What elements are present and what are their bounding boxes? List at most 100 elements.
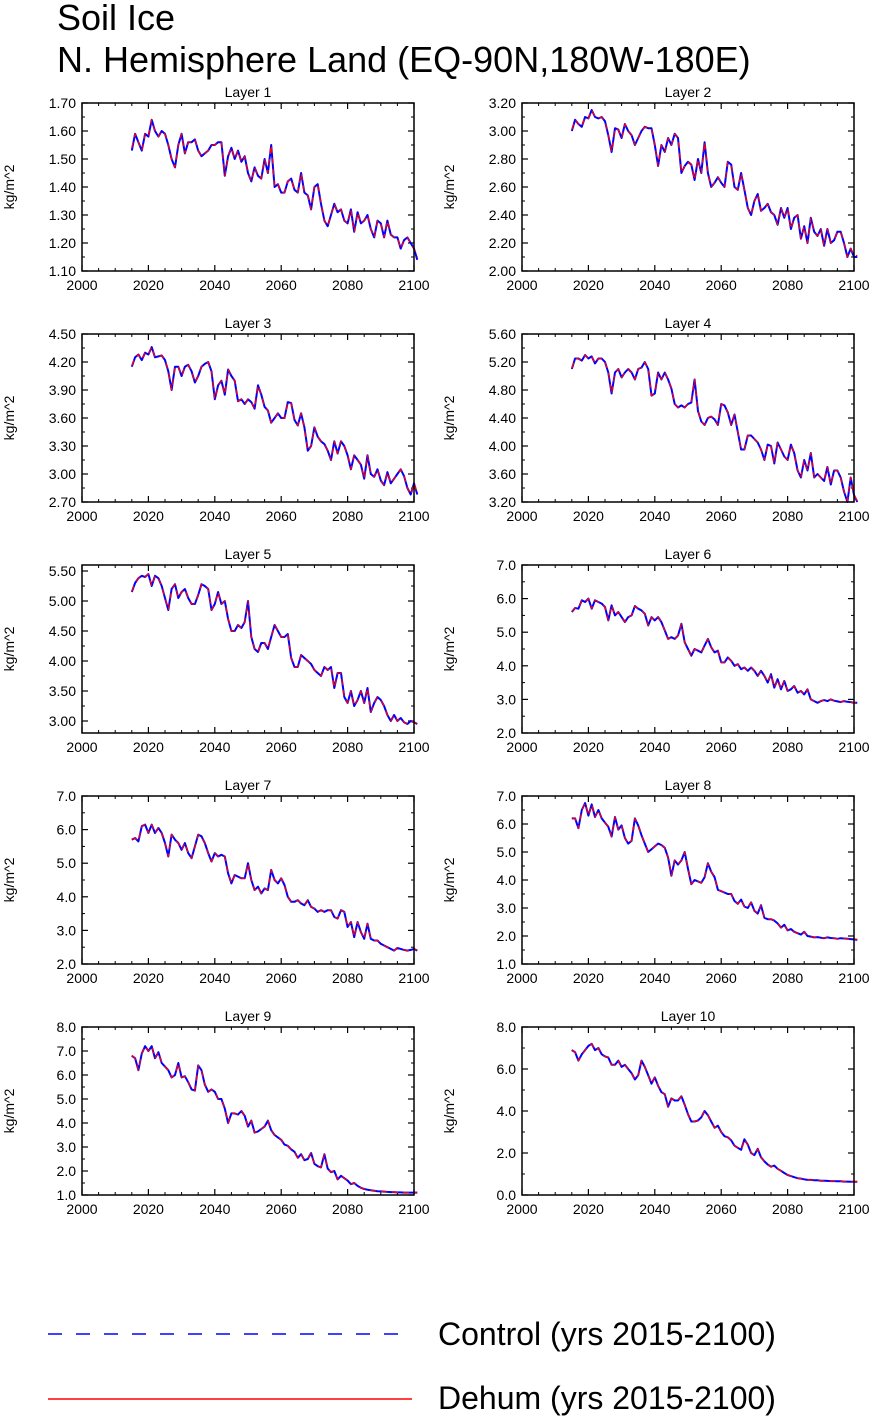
x-tick-label: 2000 — [506, 970, 537, 986]
series-control-line — [571, 802, 858, 941]
x-tick-label: 2040 — [199, 508, 230, 524]
x-tick-label: 2020 — [133, 970, 164, 986]
series-control-line — [130, 118, 419, 261]
plot-frame — [81, 1026, 415, 1196]
y-axis-label: kg/m^2 — [441, 164, 457, 209]
x-tick-label: 2060 — [706, 508, 737, 524]
y-tick-label: 4.50 — [49, 326, 76, 342]
y-tick-label: 6.0 — [57, 1067, 77, 1083]
y-tick-label: 4.0 — [497, 872, 517, 888]
y-tick-label: 2.0 — [57, 956, 77, 972]
x-tick-label: 2020 — [573, 277, 604, 293]
y-tick-label: 2.0 — [497, 725, 517, 741]
y-tick-label: 1.70 — [49, 95, 76, 111]
x-tick-label: 2000 — [506, 739, 537, 755]
series-control-line — [570, 354, 859, 503]
series-dehum-line — [571, 597, 858, 704]
y-tick-label: 0.0 — [497, 1187, 517, 1203]
y-tick-label: 4.50 — [49, 623, 76, 639]
x-tick-label: 2060 — [266, 970, 297, 986]
y-tick-label: 2.0 — [497, 928, 517, 944]
y-tick-label: 2.40 — [489, 207, 516, 223]
y-axis-label: kg/m^2 — [1, 1088, 17, 1133]
y-tick-label: 2.60 — [489, 179, 516, 195]
panel-layer-8: Layer 8 kg/m^2 2000 2020 2040 2060 2080 2100 1.0… — [441, 777, 870, 986]
x-tick-label: 2020 — [133, 1201, 164, 1217]
y-tick-label: 6.0 — [497, 1061, 517, 1077]
x-tick-label: 2060 — [266, 508, 297, 524]
x-tick-label: 2040 — [639, 277, 670, 293]
panel-title: Layer 5 — [225, 546, 272, 562]
series-dehum-line — [571, 1043, 858, 1183]
y-tick-label: 7.0 — [57, 788, 77, 804]
x-tick-label: 2020 — [133, 277, 164, 293]
panel-title: Layer 3 — [225, 315, 272, 331]
x-tick-label: 2100 — [838, 739, 869, 755]
y-tick-label: 5.60 — [489, 326, 516, 342]
y-tick-label: 5.0 — [497, 844, 517, 860]
y-tick-label: 8.0 — [497, 1019, 517, 1035]
x-tick-label: 2080 — [772, 277, 803, 293]
panel-layer-1: Layer 1 kg/m^2 2000 2020 2040 2060 2080 2100 1.1… — [1, 84, 430, 293]
y-tick-label: 3.00 — [49, 713, 76, 729]
x-tick-label: 2080 — [772, 739, 803, 755]
y-tick-label: 7.0 — [497, 557, 517, 573]
y-tick-label: 4.20 — [49, 354, 76, 370]
x-tick-label: 2040 — [199, 1201, 230, 1217]
x-tick-label: 2060 — [706, 970, 737, 986]
x-tick-label: 2080 — [332, 277, 363, 293]
y-tick-label: 8.0 — [57, 1019, 77, 1035]
plot-frame — [81, 333, 415, 503]
plot-frame — [81, 564, 415, 734]
x-tick-label: 2080 — [332, 739, 363, 755]
x-tick-label: 2020 — [133, 739, 164, 755]
x-tick-label: 2100 — [838, 508, 869, 524]
x-tick-label: 2080 — [772, 970, 803, 986]
y-tick-label: 3.20 — [489, 494, 516, 510]
y-tick-label: 3.60 — [49, 410, 76, 426]
y-tick-label: 1.0 — [57, 1187, 77, 1203]
y-tick-label: 4.00 — [49, 653, 76, 669]
x-tick-label: 2000 — [506, 508, 537, 524]
x-tick-label: 2040 — [639, 508, 670, 524]
x-tick-label: 2040 — [199, 970, 230, 986]
plot-frame — [521, 1026, 855, 1196]
y-tick-label: 3.00 — [49, 466, 76, 482]
y-tick-label: 6.0 — [497, 816, 517, 832]
y-tick-label: 3.0 — [57, 1139, 77, 1155]
panel-layer-4: Layer 4 kg/m^2 2000 2020 2040 2060 2080 2100 3.2… — [441, 315, 870, 524]
y-tick-label: 4.0 — [57, 1115, 77, 1131]
x-tick-label: 2000 — [66, 970, 97, 986]
y-tick-label: 4.0 — [497, 658, 517, 674]
x-tick-label: 2000 — [66, 1201, 97, 1217]
x-tick-label: 2000 — [66, 739, 97, 755]
y-tick-label: 4.0 — [57, 889, 77, 905]
plot-frame — [521, 333, 855, 503]
y-tick-label: 5.50 — [49, 563, 76, 579]
x-tick-label: 2100 — [398, 508, 429, 524]
x-tick-label: 2060 — [266, 277, 297, 293]
y-tick-label: 3.60 — [489, 466, 516, 482]
y-tick-label: 3.30 — [49, 438, 76, 454]
y-axis-label: kg/m^2 — [1, 626, 17, 671]
y-tick-label: 4.80 — [489, 382, 516, 398]
y-tick-label: 5.0 — [57, 1091, 77, 1107]
x-tick-label: 2080 — [772, 508, 803, 524]
x-tick-label: 2020 — [573, 739, 604, 755]
y-tick-label: 5.0 — [497, 624, 517, 640]
y-axis-label: kg/m^2 — [441, 857, 457, 902]
x-tick-label: 2060 — [706, 739, 737, 755]
panel-layer-9: Layer 9 kg/m^2 2000 2020 2040 2060 2080 2100 1.0… — [1, 1008, 430, 1217]
panel-layer-5: Layer 5 kg/m^2 2000 2020 2040 2060 2080 2100 3.0… — [1, 546, 430, 755]
y-axis-label: kg/m^2 — [441, 1088, 457, 1133]
y-tick-label: 5.00 — [49, 593, 76, 609]
x-tick-label: 2100 — [838, 970, 869, 986]
x-tick-label: 2000 — [66, 508, 97, 524]
y-tick-label: 7.0 — [497, 788, 517, 804]
y-tick-label: 3.20 — [489, 95, 516, 111]
y-tick-label: 5.20 — [489, 354, 516, 370]
x-tick-label: 2040 — [199, 277, 230, 293]
y-tick-label: 2.70 — [49, 494, 76, 510]
y-tick-label: 2.0 — [497, 1145, 517, 1161]
